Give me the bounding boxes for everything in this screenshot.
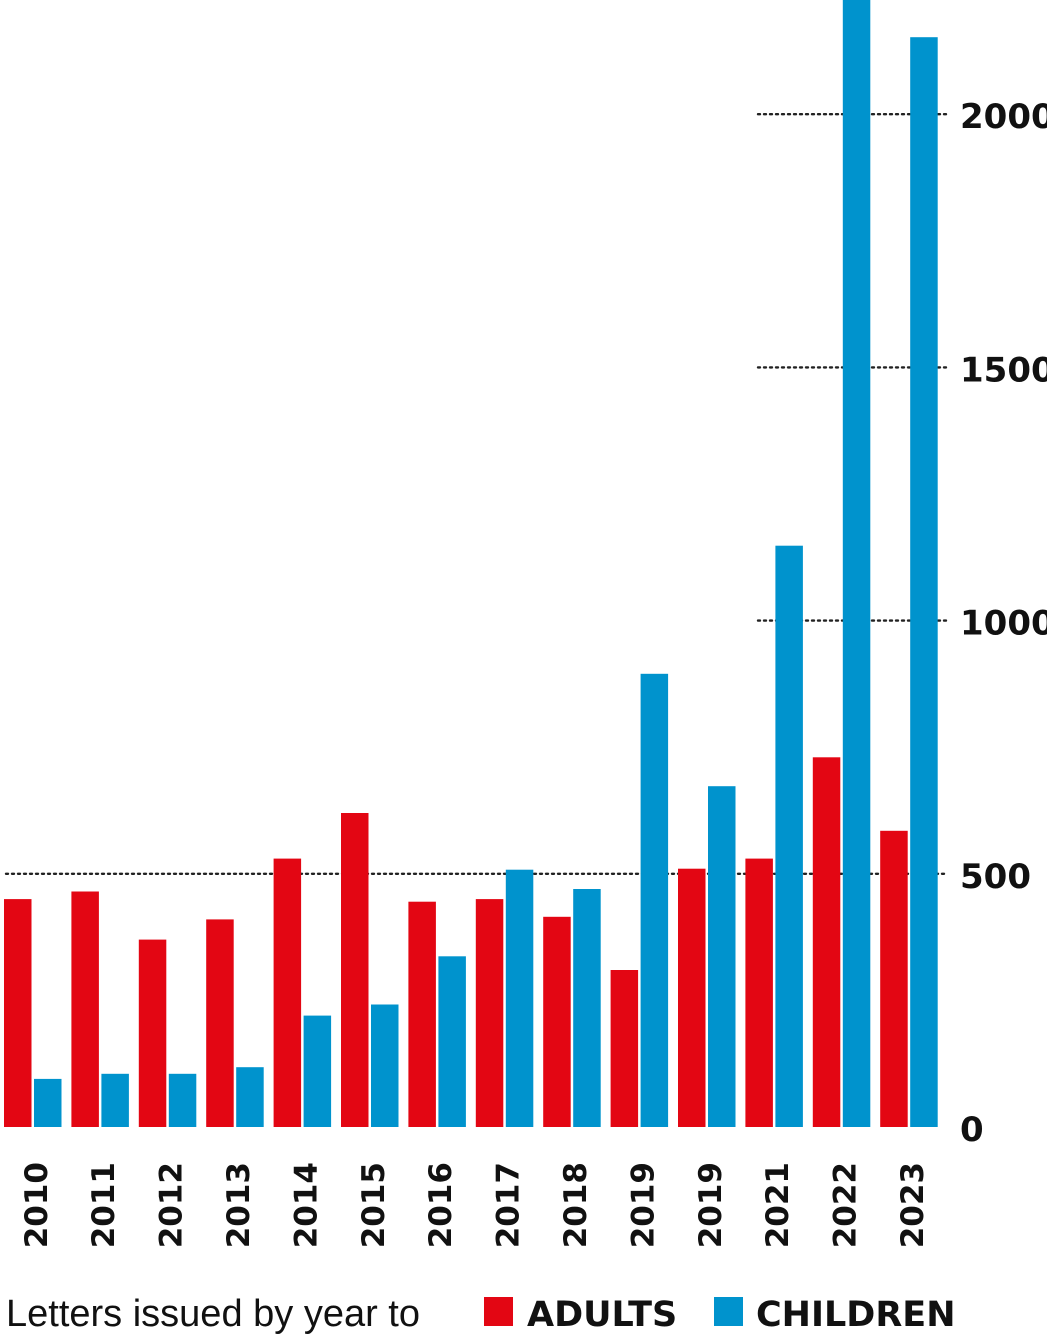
x-tick-label-2018: 2018 (558, 1162, 594, 1248)
legend: Letters issued by year to ADULTS CHILDRE… (6, 1293, 956, 1335)
bar-adults-2010 (4, 899, 32, 1127)
legend-swatch-children (714, 1297, 743, 1326)
bar-adults-2011 (71, 891, 99, 1127)
bar-adults-2014 (273, 858, 302, 1127)
bar-children-2010 (34, 1078, 62, 1127)
y-tick-label-1500: 1500 (960, 350, 1047, 390)
x-axis: 2010 2011 2012 2013 2014 2015 2016 2017 2018 2019… (19, 1162, 931, 1248)
legend-swatch-adults (484, 1297, 513, 1326)
gridlines (4, 112, 948, 875)
x-tick-label-2022: 2022 (828, 1162, 864, 1248)
x-tick-label-2016: 2016 (423, 1162, 459, 1248)
x-tick-label-2019: 2019 (625, 1162, 661, 1248)
y-axis: 0 500 1000 1500 2000 (960, 97, 1047, 1150)
bar-children-2019-b (708, 786, 736, 1127)
bar-children-2019 (640, 673, 669, 1127)
legend-label-children: CHILDREN (756, 1295, 956, 1335)
bar-children-2013 (236, 1067, 264, 1127)
x-tick-label-2023: 2023 (895, 1162, 931, 1248)
bars (4, 0, 938, 1128)
bar-adults-2013 (206, 919, 234, 1127)
x-tick-label-2013: 2013 (221, 1162, 257, 1248)
y-tick-label-500: 500 (960, 857, 1031, 897)
x-tick-label-2021: 2021 (760, 1162, 796, 1248)
bar-children-2021 (775, 545, 803, 1127)
y-tick-label-0: 0 (960, 1110, 984, 1150)
bar-adults-2021 (745, 858, 773, 1127)
bar-children-2018 (573, 889, 601, 1127)
bar-adults-2016 (408, 901, 436, 1127)
bar-children-2023 (910, 37, 938, 1128)
x-tick-label-2015: 2015 (356, 1162, 392, 1248)
bar-adults-2019-b (678, 868, 706, 1127)
x-tick-label-2019-b: 2019 (693, 1162, 729, 1248)
bar-children-2012 (168, 1073, 197, 1127)
bar-children-2015 (371, 1004, 399, 1127)
x-tick-label-2014: 2014 (288, 1162, 324, 1248)
x-tick-label-2017: 2017 (491, 1162, 527, 1248)
y-tick-label-2000: 2000 (960, 97, 1047, 137)
bar-adults-2022 (812, 757, 841, 1127)
bar-children-2017 (505, 869, 534, 1127)
x-tick-label-2012: 2012 (154, 1162, 190, 1248)
y-tick-label-1000: 1000 (960, 604, 1047, 644)
bar-children-2016 (438, 956, 466, 1127)
bar-adults-2017 (475, 899, 504, 1127)
bar-children-2011 (101, 1073, 129, 1127)
x-tick-label-2010: 2010 (19, 1162, 55, 1248)
bar-adults-2015 (341, 813, 369, 1127)
bar-adults-2019 (610, 970, 639, 1127)
legend-label-adults: ADULTS (527, 1295, 677, 1335)
x-tick-label-2011: 2011 (86, 1162, 122, 1248)
legend-title: Letters issued by year to (6, 1293, 420, 1335)
bar-children-2014 (303, 1015, 332, 1127)
bar-adults-2023 (880, 830, 908, 1127)
bar-adults-2012 (138, 939, 167, 1127)
bar-adults-2018 (543, 916, 571, 1127)
bar-children-2022 (842, 0, 871, 1127)
